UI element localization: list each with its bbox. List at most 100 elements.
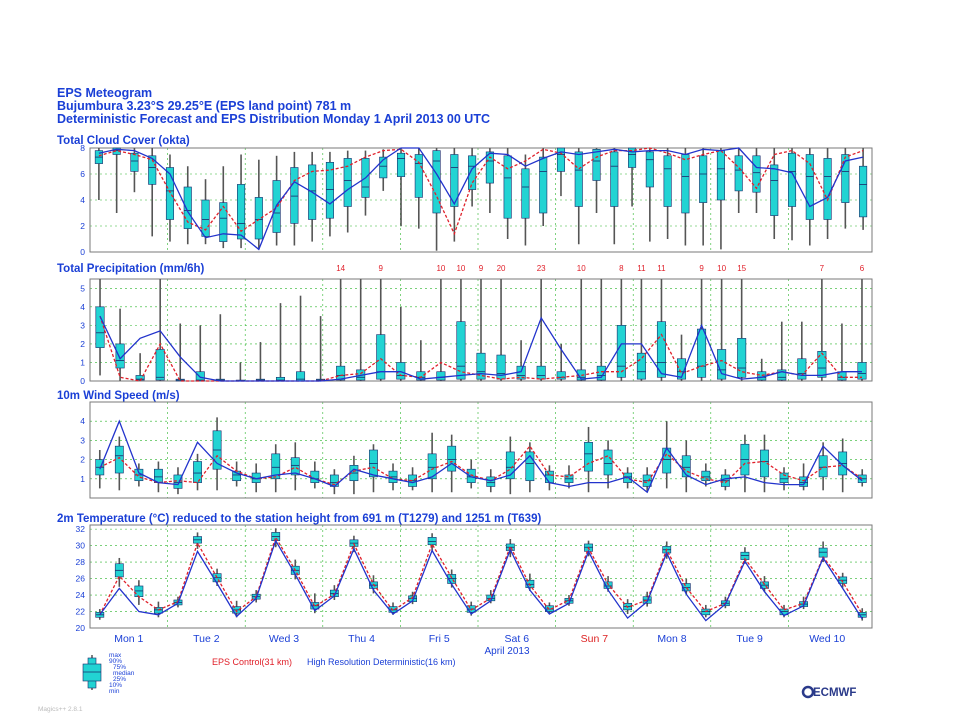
day-label: Mon 1 [114, 633, 143, 645]
max-label: 10 [456, 264, 465, 273]
y-tick-label: 20 [76, 623, 86, 633]
hres-series-line [98, 147, 864, 251]
max-label: 14 [336, 264, 345, 273]
day-label: Thu 4 [348, 633, 375, 645]
box-iqr [336, 365, 346, 381]
max-label: 15 [737, 264, 746, 273]
day-label: Tue 2 [193, 633, 220, 645]
box-iqr [485, 151, 494, 184]
ecmwf-logo-mark [801, 685, 815, 699]
day-label: Fri 5 [429, 633, 450, 645]
y-tick-label: 4 [80, 195, 85, 205]
box-iqr [396, 152, 406, 177]
month-label: April 2013 [484, 646, 529, 657]
box-iqr [841, 154, 850, 203]
box-iqr [193, 461, 202, 483]
box-iqr [556, 147, 566, 172]
box-iqr [414, 154, 423, 198]
box-iqr [699, 155, 708, 203]
box-iqr [496, 354, 506, 380]
box-iqr [376, 334, 386, 380]
box-iqr [432, 150, 441, 214]
box-iqr [787, 152, 797, 207]
day-label: Sat 6 [505, 633, 530, 645]
box-iqr [628, 147, 637, 168]
box-iqr [859, 165, 868, 218]
box-iqr [450, 154, 459, 207]
box-iqr [536, 365, 546, 380]
box-iqr [115, 343, 125, 369]
box-iqr [681, 583, 691, 592]
software-credit: Magics++ 2.8.1 [38, 706, 83, 713]
box-iqr [656, 321, 666, 378]
y-tick-label: 2 [80, 221, 85, 231]
box-iqr [823, 158, 832, 220]
box-iqr [521, 168, 530, 219]
box-iqr [296, 371, 306, 382]
box-iqr [818, 547, 828, 558]
box-iqr [396, 362, 406, 380]
y-tick-label: 6 [80, 169, 85, 179]
box-iqr [427, 537, 437, 546]
y-tick-label: 32 [76, 524, 86, 534]
box-iqr [697, 328, 707, 378]
y-tick-label: 2 [80, 455, 85, 465]
y-tick-label: 0 [80, 376, 85, 386]
box-iqr [271, 453, 281, 480]
max-label: 11 [657, 264, 666, 273]
control-series-line [99, 535, 863, 616]
panel-4: 2m Temperature (°C) reduced to the stati… [57, 513, 873, 633]
box-iqr [734, 155, 743, 192]
legend-box-label: median [113, 670, 135, 677]
hres-series-line [99, 539, 863, 622]
box-iqr [114, 445, 124, 474]
max-label: 10 [436, 264, 445, 273]
legend-box-label: 25% [113, 676, 126, 683]
box-iqr [777, 369, 787, 381]
box-iqr [677, 358, 687, 380]
y-tick-label: 4 [80, 302, 85, 312]
day-label: Mon 8 [657, 633, 686, 645]
box-iqr [760, 449, 769, 478]
box-iqr [545, 470, 554, 483]
box-iqr [134, 585, 144, 597]
box-iqr [130, 152, 139, 172]
box-iqr [476, 352, 486, 380]
box-iqr [857, 362, 867, 380]
max-label: 7 [820, 264, 825, 273]
box-iqr [254, 197, 263, 240]
max-label: 10 [717, 264, 726, 273]
box-iqr [165, 167, 175, 220]
meteogram-title: EPS Meteogram [57, 86, 153, 100]
box-iqr [805, 154, 814, 220]
box-iqr [310, 470, 320, 483]
box-iqr [574, 151, 583, 207]
max-label: 10 [577, 264, 586, 273]
box-iqr [636, 352, 646, 380]
panel-3: 10m Wind Speed (m/s) 1 2 3 4 [57, 390, 873, 499]
hres-series-line [99, 315, 862, 382]
box-iqr [799, 476, 808, 487]
day-label: Wed 3 [269, 633, 299, 645]
box-iqr [592, 149, 601, 181]
y-tick-label: 2 [80, 339, 85, 349]
box-iqr [797, 358, 807, 380]
legend-box-label: 10% [109, 682, 122, 689]
box-iqr [505, 451, 515, 480]
box-iqr [681, 455, 691, 478]
y-tick-label: 22 [76, 607, 86, 617]
box-iqr [603, 449, 613, 476]
box-iqr [408, 595, 417, 602]
box-iqr [645, 151, 654, 188]
y-tick-label: 1 [80, 474, 85, 484]
hres-series-line [99, 419, 863, 494]
legend-control-label: EPS Control(31 km) [212, 657, 292, 667]
box-iqr [466, 468, 476, 483]
box-iqr [663, 155, 672, 207]
legend-box-label: 90% [109, 658, 122, 665]
box-iqr [183, 186, 192, 229]
box-iqr [290, 457, 300, 476]
y-tick-label: 8 [80, 143, 85, 153]
box-iqr [556, 371, 566, 380]
